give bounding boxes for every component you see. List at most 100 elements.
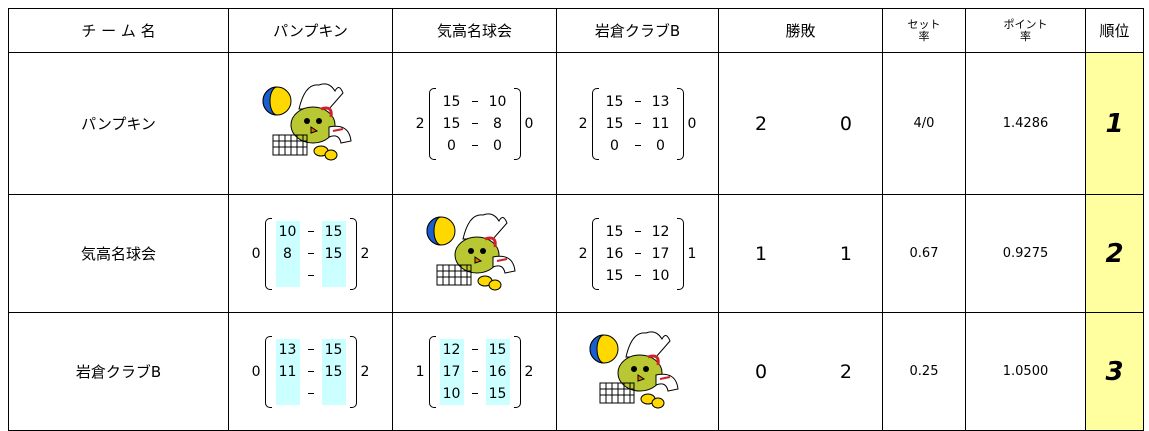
- sets-lost: 2: [360, 245, 370, 262]
- set-rate: 4/0: [882, 52, 966, 195]
- score: 15: [321, 242, 346, 265]
- dash: [634, 231, 641, 232]
- dash: [634, 101, 641, 102]
- bracket: [264, 217, 272, 290]
- score: 16: [605, 245, 624, 262]
- score: 15: [321, 338, 346, 361]
- dash: [307, 393, 314, 394]
- header-row: チ ー ム 名パンプキン 気高名球会 岩倉クラブB 勝敗 セット 率ポイント 率順位: [8, 8, 1144, 53]
- score: 0: [447, 137, 456, 154]
- scores: 10 15 8 15: [275, 220, 346, 287]
- bracket: [428, 87, 436, 160]
- dash: [471, 349, 478, 350]
- header-cell: 勝敗: [718, 8, 883, 53]
- bracket: [591, 87, 599, 160]
- point-rate: 0.9275: [965, 194, 1086, 313]
- score: 0: [610, 137, 619, 154]
- dash: [634, 275, 641, 276]
- match: 0 13 15 11 15 2: [229, 335, 392, 408]
- score: 15: [485, 338, 510, 361]
- mascot: [426, 212, 516, 290]
- team-row: パンプキン 2 15 10 15 8 0 0 0 2 15 13 15 11 0 0 0 2 0 4/0 1.4286 1: [8, 52, 1144, 195]
- score: 11: [275, 360, 300, 383]
- standings-table: チ ー ム 名パンプキン 気高名球会 岩倉クラブB 勝敗 セット 率ポイント 率順位 パ…: [8, 8, 1144, 431]
- score: 11: [651, 115, 670, 132]
- sets-lost: 2: [360, 363, 370, 380]
- mascot: [589, 330, 679, 408]
- dash: [307, 253, 314, 254]
- dash-cell: [464, 113, 486, 135]
- match: 1 12 15 17 16 10 15 2: [393, 335, 556, 408]
- bracket: [349, 217, 357, 290]
- bracket: [428, 335, 436, 408]
- rank: 1: [1085, 52, 1144, 195]
- sets-won: 2: [578, 245, 588, 262]
- team-row: 気高名球会 0 10 15 8 15 2 2 15 12 16 17 15 10 1 1 1 0.67 0.9275…: [8, 194, 1144, 313]
- bracket: [676, 87, 684, 160]
- bracket: [591, 217, 599, 290]
- match-cell: 2 15 13 15 11 0 0 0: [556, 52, 719, 195]
- bracket: [676, 217, 684, 290]
- header-cell: チ ー ム 名: [8, 8, 229, 53]
- header-cell: セット 率: [882, 8, 966, 53]
- dash-cell: [627, 135, 649, 157]
- match: 0 10 15 8 15 2: [229, 217, 392, 290]
- sets-won: 0: [251, 245, 261, 262]
- losses: 2: [839, 360, 852, 383]
- score: 10: [439, 382, 464, 405]
- header-cell: 岩倉クラブB: [556, 8, 719, 53]
- dash-cell: [464, 135, 486, 157]
- sets-lost: 2: [524, 363, 534, 380]
- dash-cell: [627, 243, 649, 265]
- header-cell: 順位: [1085, 8, 1144, 53]
- sets-lost: 1: [687, 245, 697, 262]
- dash: [307, 349, 314, 350]
- dash-cell: [627, 113, 649, 135]
- score: 13: [651, 93, 670, 110]
- score: [321, 382, 346, 405]
- score: 12: [439, 338, 464, 361]
- score: 15: [442, 93, 461, 110]
- rank: 3: [1085, 312, 1144, 431]
- dash: [307, 371, 314, 372]
- match: 2 15 12 16 17 15 10 1: [557, 217, 718, 290]
- dash: [471, 101, 478, 102]
- point-rate: 1.4286: [965, 52, 1086, 195]
- score: 8: [275, 242, 300, 265]
- team-name: 気高名球会: [8, 194, 229, 313]
- score: 10: [651, 267, 670, 284]
- set-rate: 0.25: [882, 312, 966, 431]
- score: [275, 264, 300, 287]
- scores: 12 15 17 16 10 15: [439, 338, 510, 405]
- dash-cell: [300, 339, 322, 361]
- sets-won: 0: [251, 363, 261, 380]
- sets-lost: 0: [524, 115, 534, 132]
- score: 15: [442, 115, 461, 132]
- dash-cell: [627, 221, 649, 243]
- dash-cell: [627, 265, 649, 287]
- score: 15: [605, 267, 624, 284]
- wins: 0: [755, 360, 768, 383]
- dash-cell: [300, 221, 322, 243]
- dash: [471, 123, 478, 124]
- score: 17: [651, 245, 670, 262]
- score: 15: [605, 115, 624, 132]
- match-cell: 0 13 15 11 15 2: [228, 312, 393, 431]
- scores: 15 13 15 11 0 0: [603, 91, 673, 157]
- header-cell: パンプキン: [228, 8, 393, 53]
- match-cell: 1 12 15 17 16 10 15 2: [392, 312, 557, 431]
- dash-cell: [464, 361, 486, 383]
- score: 12: [651, 223, 670, 240]
- dash: [634, 253, 641, 254]
- losses: 1: [839, 242, 852, 265]
- dash: [471, 371, 478, 372]
- wins: 1: [755, 242, 768, 265]
- sets-lost: 0: [687, 115, 697, 132]
- team-row: 岩倉クラブB 0 13 15 11 15 2 1 12 15 17 16 10 15 2 0 2 0.25 1.05…: [8, 312, 1144, 431]
- wins: 2: [755, 112, 768, 135]
- dash-cell: [627, 91, 649, 113]
